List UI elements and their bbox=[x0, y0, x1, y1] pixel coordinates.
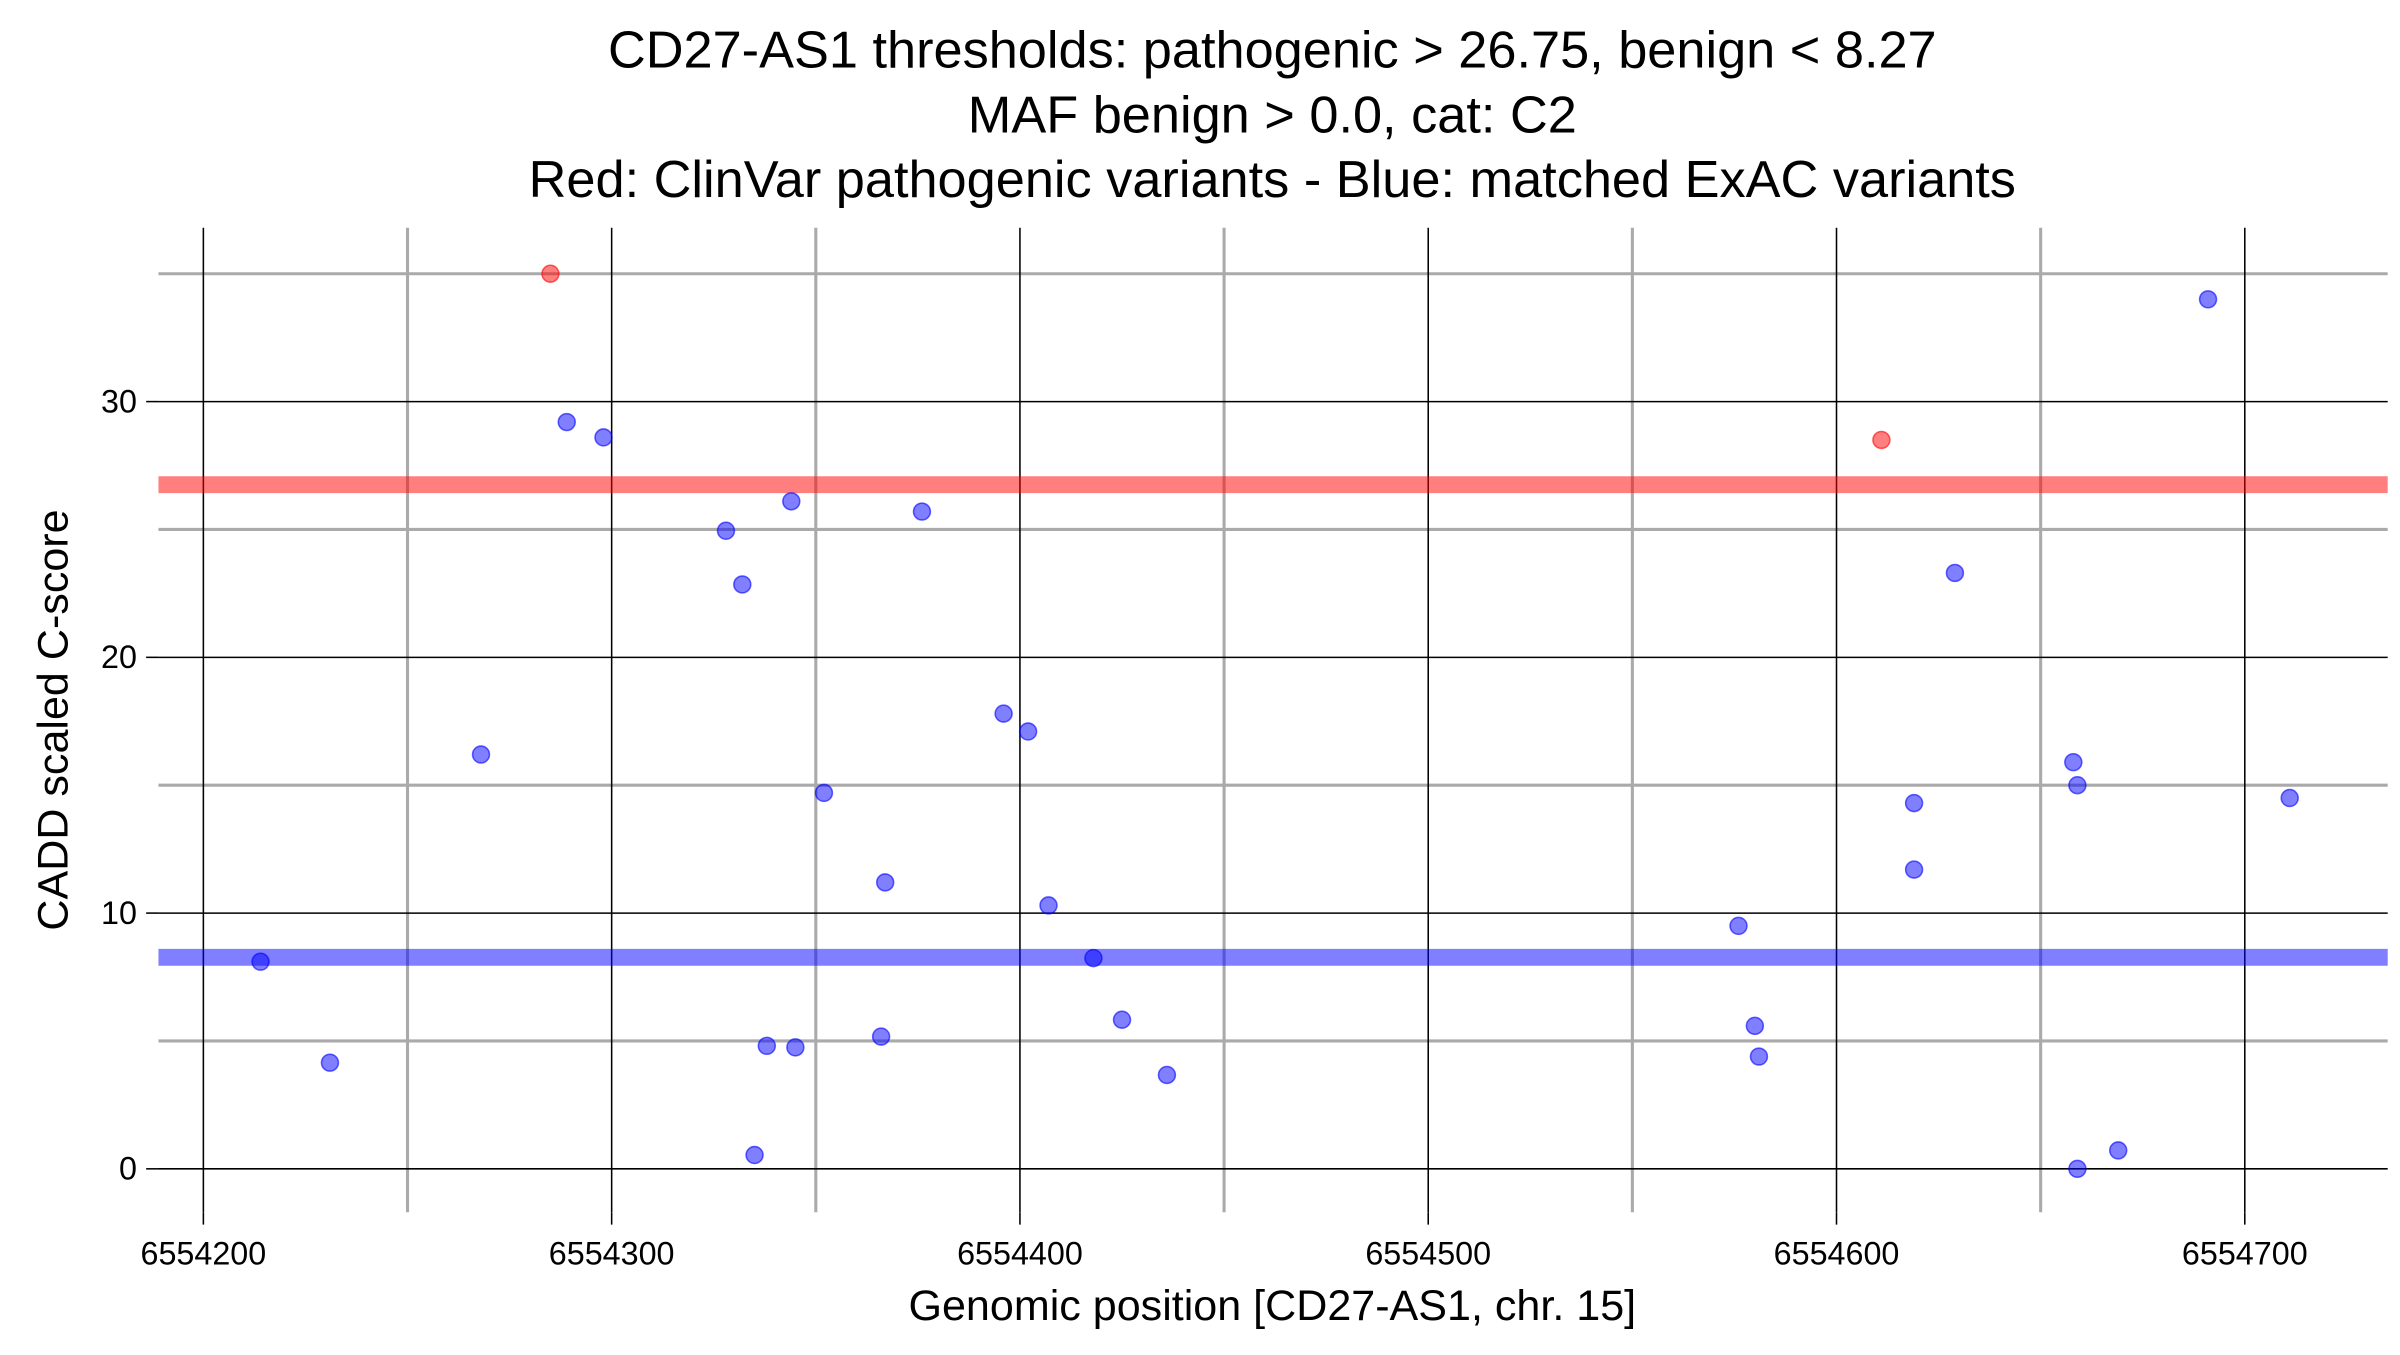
y-axis-label: CADD scaled C-score bbox=[30, 509, 78, 930]
point bbox=[1945, 563, 1965, 583]
point bbox=[1018, 722, 1038, 741]
point bbox=[2064, 752, 2083, 772]
point bbox=[251, 952, 270, 971]
point bbox=[814, 783, 834, 803]
x-tick-label: 6554500 bbox=[1365, 1236, 1491, 1272]
y-tick-label: 0 bbox=[119, 1151, 137, 1187]
x-tick-label: 6554400 bbox=[957, 1236, 1083, 1272]
point bbox=[875, 873, 895, 892]
point bbox=[1729, 916, 1748, 936]
point bbox=[541, 264, 560, 283]
x-tick-label: 6554700 bbox=[2182, 1236, 2308, 1272]
title-line: CD27-AS1 thresholds: pathogenic > 26.75,… bbox=[608, 22, 1937, 80]
point bbox=[994, 704, 1013, 723]
x-tick-label: 6554600 bbox=[1774, 1236, 1900, 1272]
point bbox=[471, 745, 491, 764]
point bbox=[1157, 1065, 1177, 1085]
y-tick-label: 20 bbox=[101, 639, 137, 675]
point bbox=[733, 575, 752, 594]
point bbox=[912, 502, 932, 521]
point bbox=[757, 1036, 777, 1056]
x-tick-label: 6554300 bbox=[549, 1236, 675, 1272]
point bbox=[557, 412, 576, 432]
point bbox=[1039, 896, 1058, 915]
title: CD27-AS1 thresholds: pathogenic > 26.75,… bbox=[529, 22, 2016, 209]
point bbox=[782, 492, 801, 511]
point bbox=[2068, 1159, 2087, 1179]
point bbox=[745, 1145, 764, 1165]
point bbox=[2280, 788, 2299, 808]
y-tick-label: 10 bbox=[101, 895, 137, 931]
point bbox=[1112, 1010, 1132, 1029]
point bbox=[786, 1038, 805, 1057]
point bbox=[1872, 430, 1891, 450]
point bbox=[716, 521, 736, 540]
point bbox=[1904, 860, 1924, 879]
point bbox=[1084, 948, 1103, 968]
x-axis-label: Genomic position [CD27-AS1, chr. 15] bbox=[908, 1282, 1636, 1330]
point bbox=[2068, 775, 2087, 795]
point bbox=[1745, 1016, 1765, 1036]
point bbox=[871, 1027, 891, 1046]
point bbox=[1749, 1047, 1769, 1066]
point bbox=[2198, 290, 2218, 309]
x-tick-label: 6554200 bbox=[141, 1236, 267, 1272]
title-line: MAF benign > 0.0, cat: C2 bbox=[968, 86, 1577, 144]
point bbox=[2108, 1141, 2128, 1160]
title-line: Red: ClinVar pathogenic variants - Blue:… bbox=[529, 151, 2016, 209]
point bbox=[1904, 793, 1924, 813]
point bbox=[594, 428, 613, 447]
point bbox=[320, 1053, 340, 1072]
y-tick-label: 30 bbox=[101, 383, 137, 419]
